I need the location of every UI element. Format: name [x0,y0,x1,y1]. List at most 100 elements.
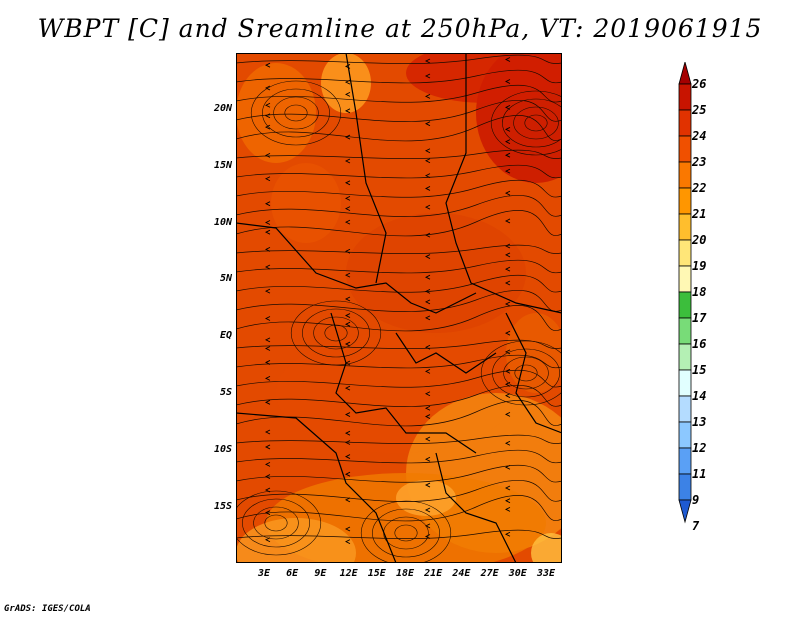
colorbar-label: 25 [692,103,707,117]
streamline-arrow [264,288,271,294]
streamline-arrow [344,206,351,211]
streamline-vortex [253,506,299,540]
colorbar-segment [678,161,692,189]
streamlines [236,54,562,563]
streamline-arrow [264,102,271,108]
colorbar-label: 9 [692,493,700,507]
colorbar-label: 20 [692,233,707,247]
streamline [236,339,562,349]
streamline-arrow [424,507,431,513]
streamline [236,464,562,483]
streamline-arrow [504,190,511,196]
streamline-vortex [242,498,310,548]
streamline-vortex [284,104,308,122]
latitude-tick-label: 5N [219,273,232,285]
streamline-arrow [424,482,431,488]
streamline-arrow [504,301,511,307]
streamline-arrow [264,113,271,119]
colorbar-label: 7 [692,519,700,533]
streamline-arrow [264,176,271,182]
streamline-arrow [424,148,431,154]
streamline-arrow [504,252,511,258]
country-border [445,53,562,314]
streamline-arrow [264,360,271,365]
streamline-arrow [504,168,511,174]
streamline [236,449,562,464]
colorbar-lower-arrow [678,499,692,524]
longitude-tick-label: 18E [395,568,415,579]
colorbar-segment [678,369,692,397]
streamline-arrow [344,471,351,477]
streamline-vortex [302,308,370,358]
streamline-arrow [424,299,431,305]
country-border [330,312,477,454]
streamline-arrow [504,139,511,145]
streamline-arrow [264,429,271,435]
wbpt-shade-region [236,63,316,163]
streamline-arrow [504,411,511,417]
streamline-arrow [264,220,271,225]
longitude-tick-label: 33E [536,568,556,579]
colorbar-segment [678,109,692,137]
streamline-vortex [372,508,440,558]
country-border [236,222,477,314]
longitude-tick-label: 21E [424,568,443,579]
colorbar-label: 11 [692,467,707,481]
streamline-arrow [344,526,351,532]
colorbar-label: 24 [692,129,707,143]
wbpt-shade-region [271,163,341,243]
streamline-arrow [344,454,351,459]
wbpt-field-map [236,53,562,563]
streamline-arrow [264,153,271,158]
streamline-arrow [344,412,351,417]
streamline-arrow [264,399,271,405]
streamline [236,434,562,444]
streamline-arrow [344,134,351,140]
streamline-arrow [424,368,431,374]
country-border [236,412,397,563]
streamline-arrow [424,232,431,238]
streamline-arrow [424,158,431,164]
streamline-arrow [344,91,351,97]
wbpt-shade-region [396,480,456,516]
colorbar-label: 22 [692,181,707,195]
streamline-arrow [504,393,511,399]
streamline-arrow [424,254,431,259]
colorbar [678,62,692,524]
streamline-arrow [344,440,351,445]
colorbar-segment [678,343,692,371]
streamline [236,149,562,159]
streamline-arrow [264,201,271,207]
streamline-arrow [504,531,511,537]
streamline-arrow [424,274,431,280]
streamline-arrow [264,246,271,252]
wbpt-shade-region [406,53,562,103]
grads-credit: GrADS: IGES/COLA [4,604,91,614]
streamline [236,259,562,274]
streamline-arrow [424,93,431,99]
streamline-vortex [360,500,452,563]
streamline-arrow [504,440,511,446]
streamline-arrow [424,414,431,419]
streamline-vortex [514,364,538,382]
streamline [236,305,562,332]
streamline-arrow [344,108,351,114]
streamline-arrow [264,462,271,467]
colorbar-segment [678,187,692,215]
streamline-arrow [344,497,351,503]
latitude-tick-label: 5S [219,387,232,398]
wbpt-shade-region [236,518,356,563]
streamline-vortex [313,316,359,350]
streamline-arrow [504,243,511,249]
longitude-tick-label: 24E [452,568,471,579]
streamline-arrow [424,315,431,321]
streamline [236,400,562,427]
streamline-vortex [324,324,348,342]
colorbar-segment [678,395,692,423]
wbpt-shade-region [506,313,562,393]
streamline [236,244,562,254]
streamline [236,495,562,522]
longitude-tick-label: 9E [314,568,327,579]
streamline-arrow [424,405,431,411]
streamline-arrow [264,337,271,343]
